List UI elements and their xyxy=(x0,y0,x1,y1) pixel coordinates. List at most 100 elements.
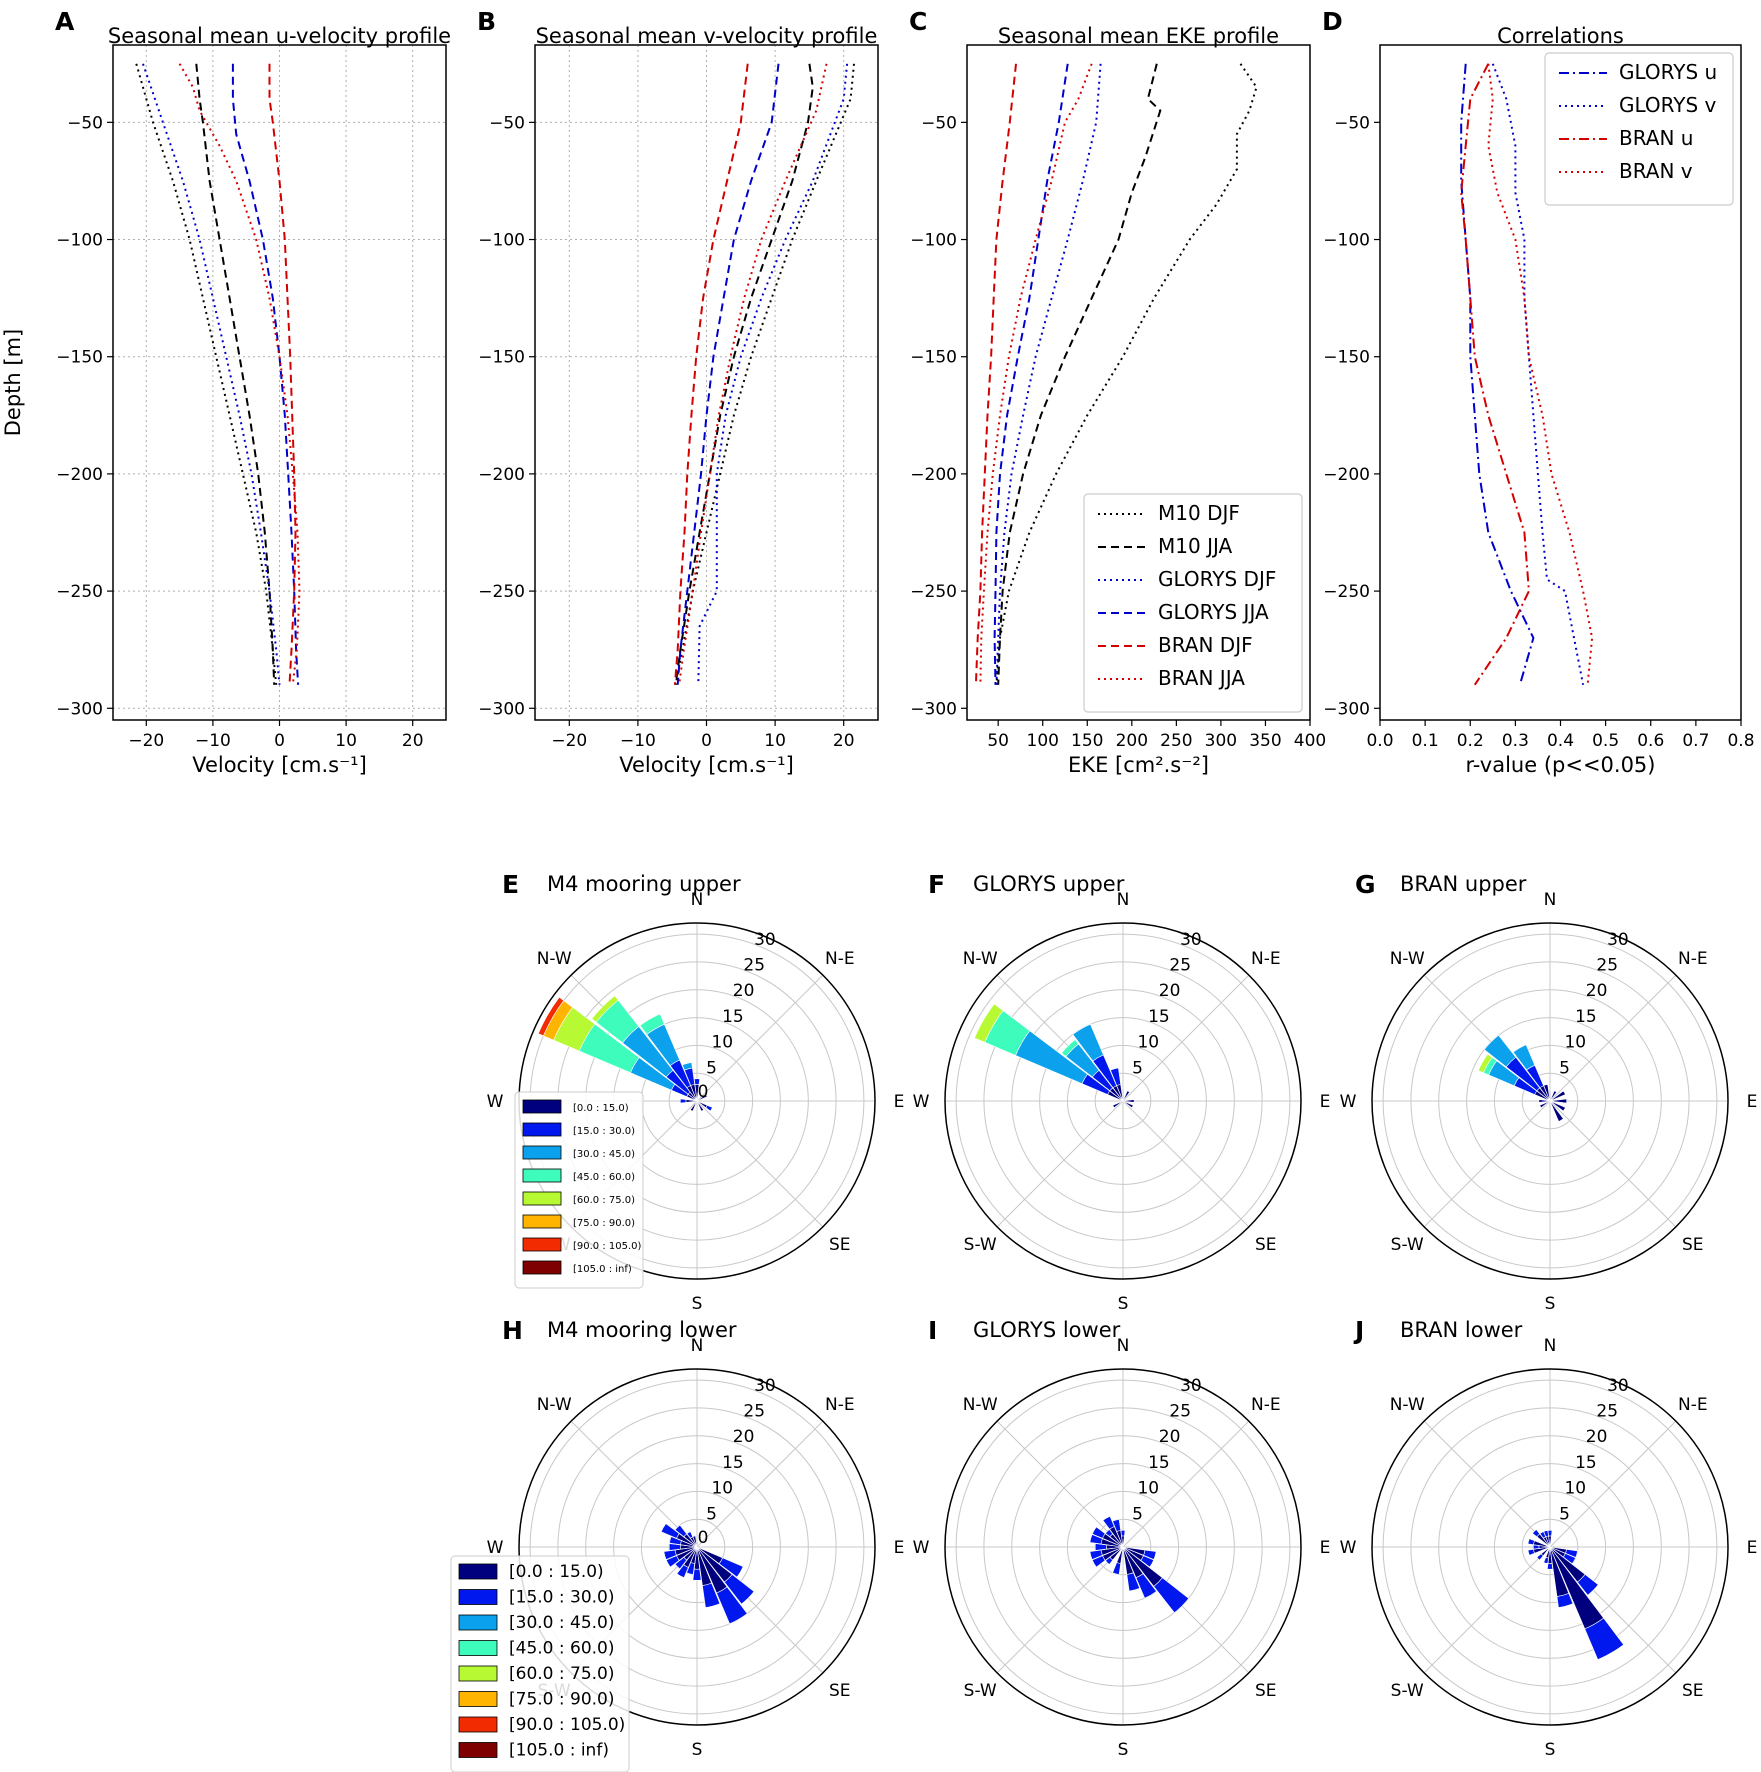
legend-label: [105.0 : inf) xyxy=(573,1264,632,1275)
series-line-bran-u xyxy=(1460,63,1530,686)
panel-letter: D xyxy=(1322,7,1343,36)
legend-label: [45.0 : 60.0) xyxy=(509,1639,615,1659)
petal-segment xyxy=(1122,1099,1135,1103)
petal-segment xyxy=(1112,1100,1124,1109)
radial-zero-label: 0 xyxy=(698,1528,709,1548)
petal-segment xyxy=(1105,1529,1114,1538)
radial-tick-label: 15 xyxy=(1148,1007,1170,1027)
legend-swatch xyxy=(458,1716,498,1733)
series-line-bran-jja xyxy=(678,63,828,685)
speed-legend-lower: [0.0 : 15.0) [15.0 : 30.0) [30.0 : 45.0) [4… xyxy=(450,1555,630,1772)
radial-tick-label: 15 xyxy=(1148,1453,1170,1473)
legend-label: [75.0 : 90.0) xyxy=(509,1690,615,1710)
radial-tick-label: 10 xyxy=(1564,1479,1586,1499)
direction-label: W xyxy=(1340,1538,1357,1558)
radial-tick-label: 25 xyxy=(1169,956,1191,976)
petal-segment xyxy=(718,1557,744,1578)
direction-label: N xyxy=(1117,1336,1130,1356)
series-line-glorys-u xyxy=(1460,63,1535,686)
y-tick-label: −100 xyxy=(910,231,957,251)
x-tick-label: 0.0 xyxy=(1366,731,1393,751)
y-tick-label: −100 xyxy=(478,231,525,251)
y-tick-label: −150 xyxy=(1323,348,1370,368)
legend-label: [90.0 : 105.0) xyxy=(509,1715,625,1735)
petal-segment xyxy=(689,1100,698,1112)
petal-segment xyxy=(674,1556,688,1570)
petal-segment xyxy=(1140,1555,1155,1568)
series-line-glorys-jja xyxy=(993,63,1069,685)
series-line-m10-jja xyxy=(674,63,814,685)
angular-gridline xyxy=(1122,1420,1250,1548)
radial-tick-label: 10 xyxy=(711,1033,733,1053)
x-tick-label: 200 xyxy=(1116,731,1148,751)
direction-label: N-W xyxy=(1390,949,1425,969)
angular-gridline xyxy=(696,1100,824,1228)
petal-segment xyxy=(1094,1543,1107,1551)
petal-segment xyxy=(1532,1544,1540,1550)
series-line-bran-djf xyxy=(673,63,749,685)
radial-tick-label: 5 xyxy=(706,1058,717,1078)
series-line-bran-jja xyxy=(178,63,301,685)
angular-gridline xyxy=(1122,1100,1250,1228)
y-tick-label: −200 xyxy=(56,465,103,485)
direction-label: S xyxy=(1118,1740,1129,1760)
radial-tick-label: 15 xyxy=(1575,1007,1597,1027)
legend-label: [75.0 : 90.0) xyxy=(573,1218,635,1229)
x-tick-label: 150 xyxy=(1071,731,1103,751)
rose-outline xyxy=(1371,1368,1729,1726)
panel-title: GLORYS upper xyxy=(973,872,1125,896)
radial-tick-label: 25 xyxy=(1169,1402,1191,1422)
radial-zero-label: 0 xyxy=(698,1082,709,1102)
petal-segment xyxy=(1135,1573,1157,1599)
petal-segment xyxy=(1536,1553,1544,1561)
legend-label: BRAN u xyxy=(1619,126,1693,150)
panel-title: Seasonal mean u-velocity profile xyxy=(108,24,451,48)
radial-tick-label: 25 xyxy=(1596,1402,1618,1422)
radial-tick-label: 20 xyxy=(1159,981,1181,1001)
direction-label: SE xyxy=(829,1681,851,1701)
rose-panel-g: 5 10 15 20 25 30 N N-E E SE S S-W W N-W G BRAN upper xyxy=(1340,870,1758,1314)
petal-segment xyxy=(537,996,565,1037)
direction-label: S-W xyxy=(964,1681,997,1701)
y-tick-label: −250 xyxy=(1323,582,1370,602)
x-tick-label: 400 xyxy=(1294,731,1326,751)
legend-label: GLORYS DJF xyxy=(1158,567,1276,591)
legend-frame xyxy=(514,1091,644,1289)
direction-label: N-E xyxy=(1251,1395,1281,1415)
petal-segment xyxy=(1120,1529,1126,1537)
legend-label: [15.0 : 30.0) xyxy=(573,1126,635,1137)
direction-label: N-E xyxy=(1678,949,1708,969)
radial-tick-label: 5 xyxy=(1559,1504,1570,1524)
petal-segment xyxy=(1110,1067,1122,1086)
legend-label: [30.0 : 45.0) xyxy=(509,1613,615,1633)
series-line-bran-djf xyxy=(268,63,297,685)
radial-tick-label: 20 xyxy=(733,981,755,1001)
legend-swatch xyxy=(458,1742,498,1758)
direction-label: W xyxy=(913,1538,930,1558)
radial-tick-label: 30 xyxy=(1607,930,1629,950)
radial-tick-label: 15 xyxy=(1575,1453,1597,1473)
petal-segment xyxy=(1562,1553,1576,1565)
direction-label: E xyxy=(1320,1538,1331,1558)
direction-label: W xyxy=(913,1092,930,1112)
petal-segment xyxy=(1584,1617,1625,1660)
legend-label: [60.0 : 75.0) xyxy=(573,1195,635,1206)
legend-swatch xyxy=(522,1099,562,1114)
x-tick-label: 50 xyxy=(987,731,1009,751)
petal-segment xyxy=(696,1093,708,1102)
panel-d: 0.0 0.1 0.2 0.3 0.4 0.5 0.6 0.7 0.8 −50 −100 −150 −2… xyxy=(1322,7,1755,777)
y-tick-label: −200 xyxy=(1323,465,1370,485)
legend-label: [0.0 : 15.0) xyxy=(509,1562,604,1582)
radial-tick-label: 20 xyxy=(1159,1427,1181,1447)
petal-segment xyxy=(1512,1044,1536,1071)
petal-segment xyxy=(1527,1538,1535,1546)
petal-segment xyxy=(1089,1534,1103,1545)
rose-panel-j: 5 10 15 20 25 30 N N-E E SE S S-W W N-W J BRAN lower xyxy=(1340,1316,1758,1760)
series-line-m10-djf xyxy=(995,63,1258,685)
direction-label: N-E xyxy=(825,949,855,969)
direction-label: S xyxy=(1118,1294,1129,1314)
legend-swatch xyxy=(522,1122,562,1137)
petal-segment xyxy=(1546,1563,1554,1570)
panel-c: 50 100 150 200 250 300 350 400 −50 −100 −150 −200 −2… xyxy=(909,7,1326,777)
